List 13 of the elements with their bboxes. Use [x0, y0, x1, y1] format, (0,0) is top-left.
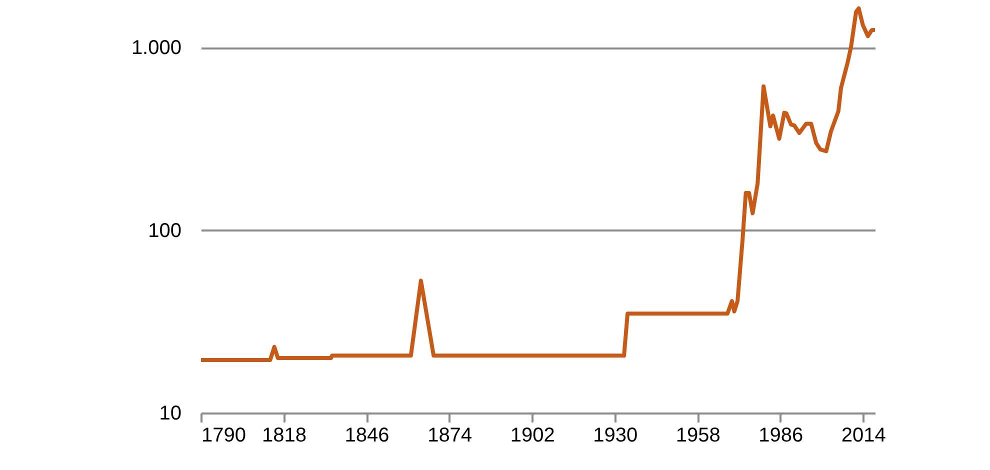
line-series [201, 6, 875, 362]
x-tick-label: 1930 [593, 424, 638, 446]
y-tick-label: 1.000 [131, 37, 182, 60]
x-tick-label: 1846 [344, 424, 390, 446]
x-tick-label: 1818 [262, 424, 307, 446]
y-tick-label: 100 [148, 220, 182, 242]
x-tick-label: 1902 [510, 424, 555, 446]
x-tick-label: 1958 [676, 424, 720, 446]
x-tick-label: 2014 [841, 424, 886, 446]
x-tick-label: 1874 [428, 424, 472, 446]
x-tick-label: 1986 [758, 424, 804, 446]
y-tick-label: 10 [159, 402, 182, 424]
x-tick-label: 1790 [202, 424, 246, 446]
